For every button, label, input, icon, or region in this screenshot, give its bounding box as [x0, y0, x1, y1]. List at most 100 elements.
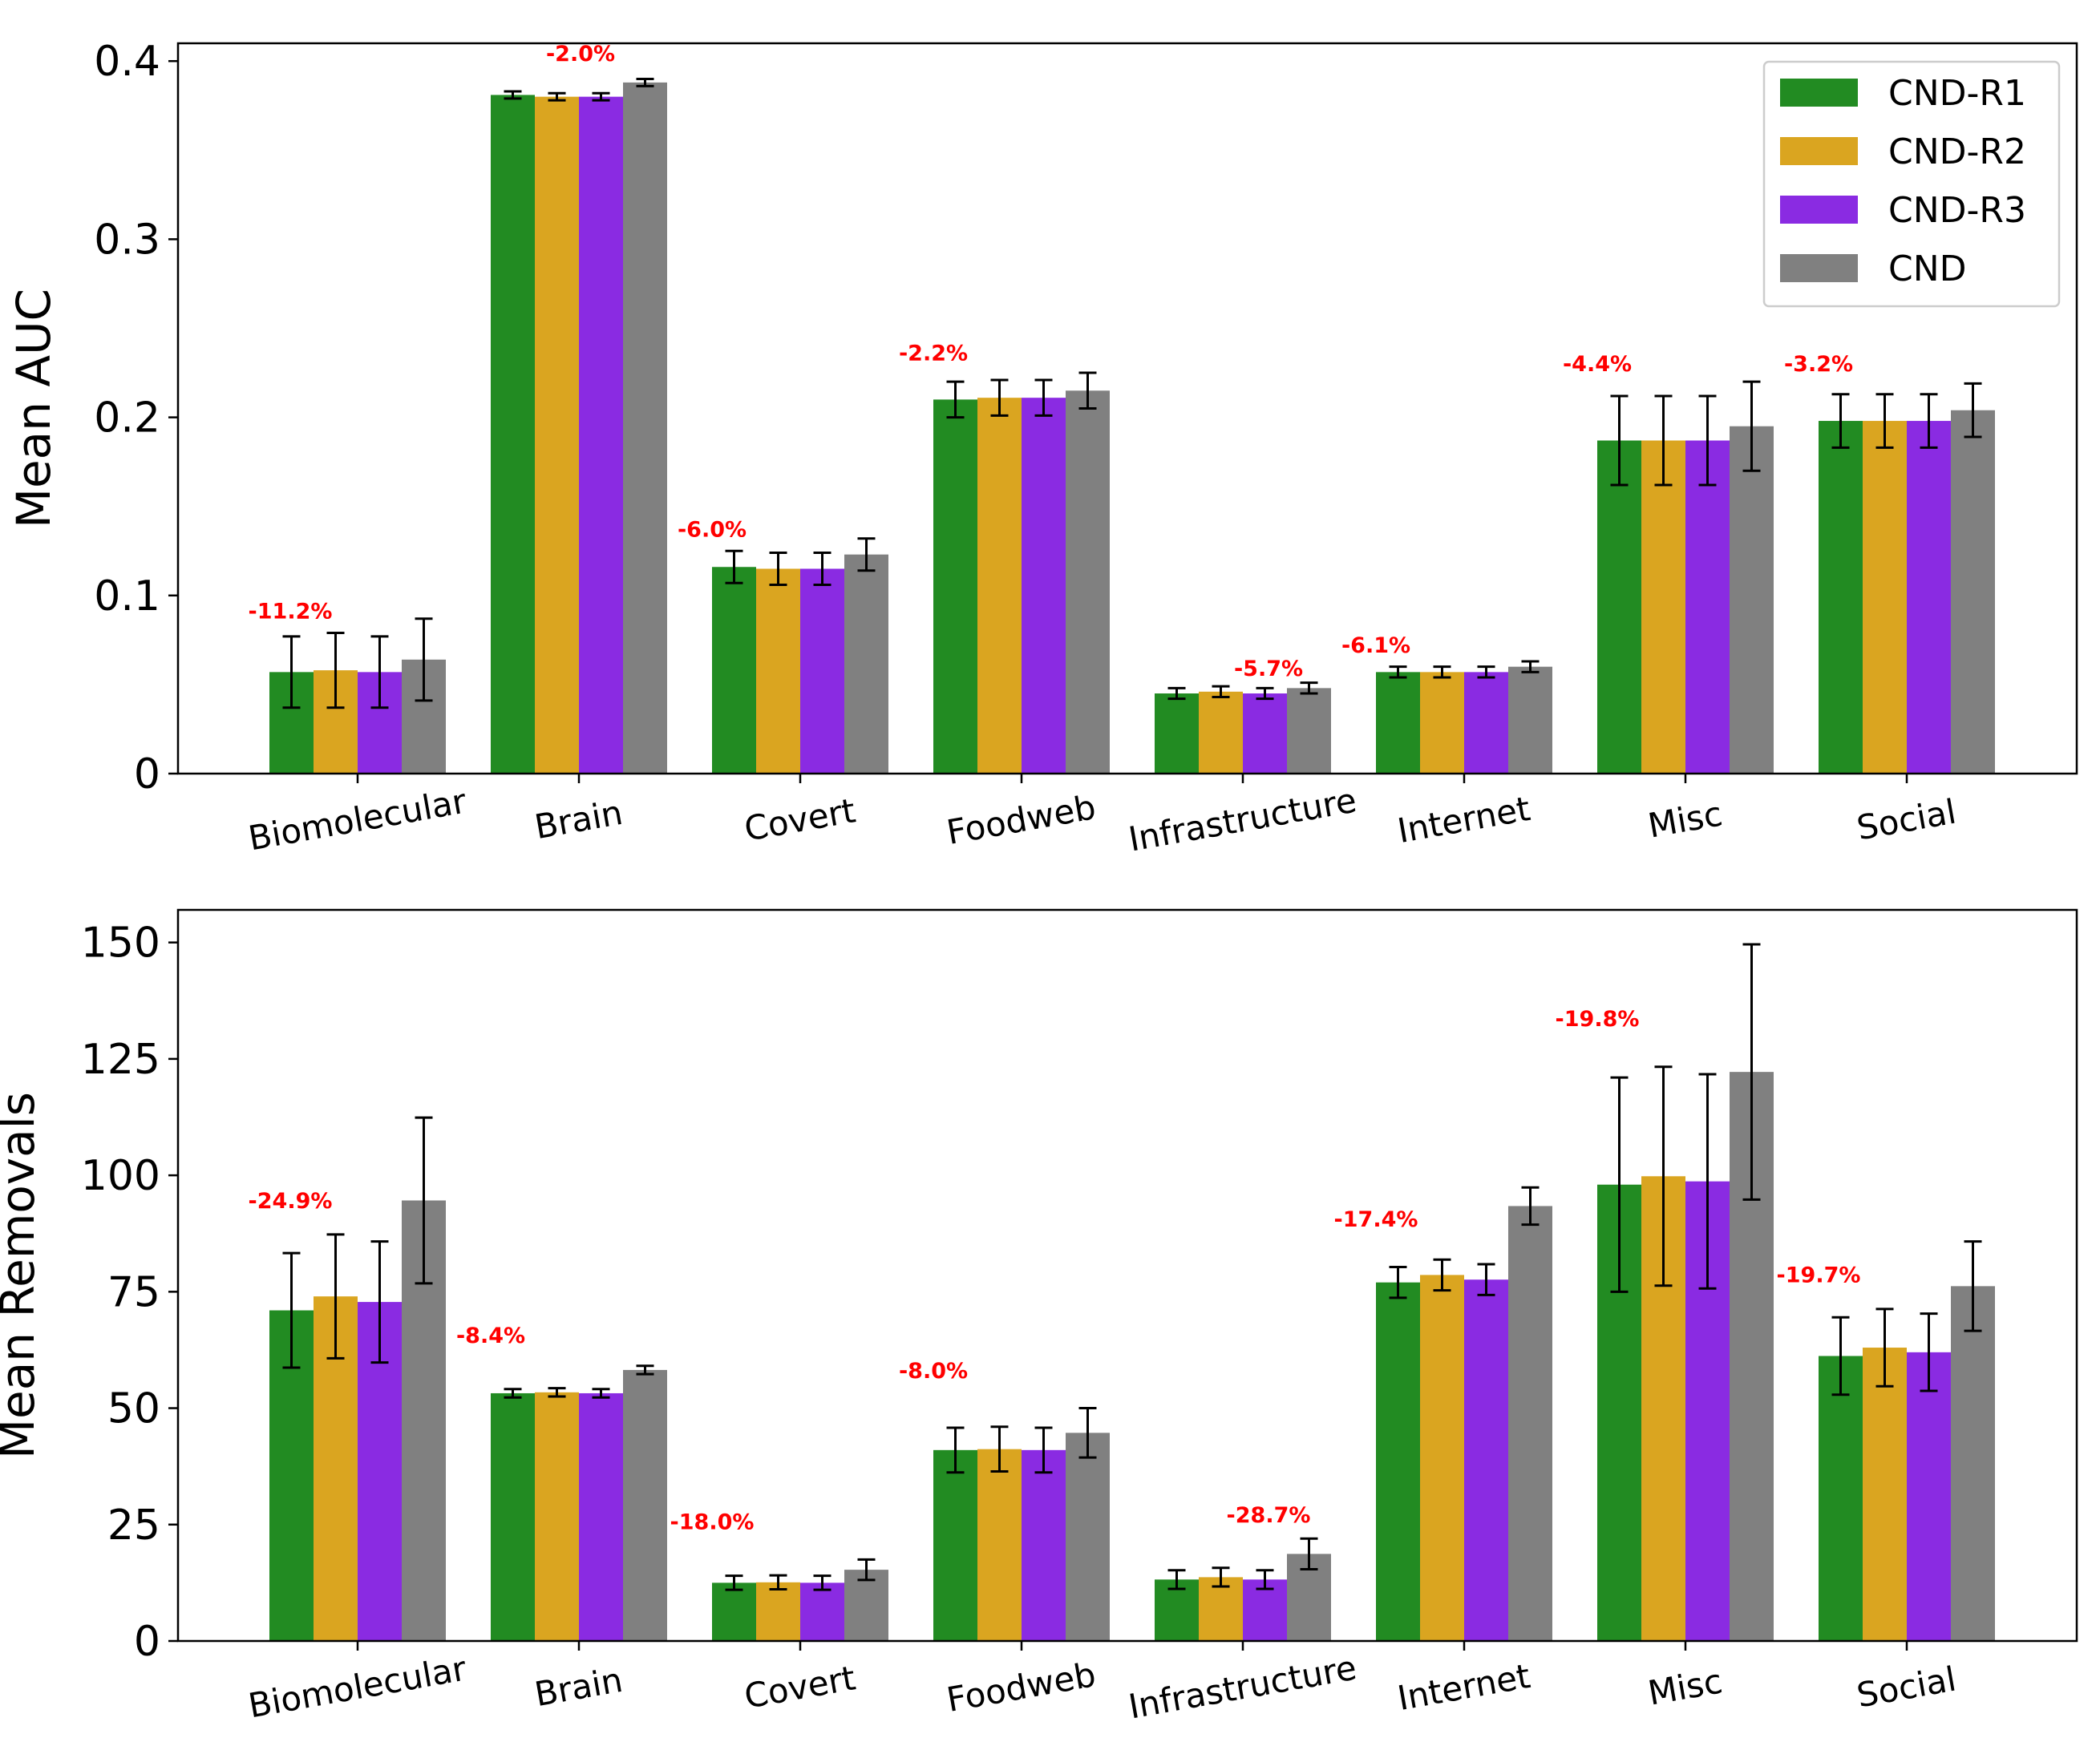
- x-tick-label-misc: Misc: [1645, 794, 1726, 845]
- y-tick-label: 100: [81, 1152, 160, 1200]
- error-bar-top-infrastructure-cnd-r1: [1167, 686, 1186, 701]
- error-bar-top-covert-cnd-r1: [725, 549, 743, 584]
- bar-bottom-brain-cnd: [623, 1369, 667, 1641]
- annotation-bottom-infrastructure: -28.7%: [1227, 1503, 1311, 1528]
- error-bar-bottom-brain-cnd-r2: [548, 1387, 566, 1398]
- bar-bottom-social-cnd: [1951, 1286, 1995, 1641]
- bar-bottom-covert-cnd-r3: [800, 1582, 844, 1641]
- y-tick-label: 0.4: [94, 38, 160, 86]
- error-bar-bottom-infrastructure-cnd: [1300, 1537, 1318, 1571]
- error-bar-top-social-cnd: [1964, 382, 1982, 439]
- error-bar-top-brain-cnd: [636, 77, 654, 87]
- bar-top-covert-cnd-r3: [800, 568, 844, 774]
- x-tick-label-internet: Internet: [1394, 1656, 1533, 1718]
- bar-bottom-foodweb-cnd: [1066, 1433, 1110, 1641]
- bar-top-misc-cnd: [1730, 426, 1774, 774]
- x-tick-label-misc: Misc: [1645, 1661, 1726, 1712]
- error-bar-bottom-covert-cnd-r1: [725, 1574, 743, 1591]
- bar-top-infrastructure-cnd-r2: [1199, 691, 1243, 774]
- bar-bottom-covert-cnd-r2: [756, 1582, 800, 1641]
- error-bar-bottom-foodweb-cnd-r2: [990, 1425, 1009, 1473]
- y-tick-label: 0.3: [94, 216, 160, 264]
- bar-top-foodweb-cnd-r2: [977, 398, 1022, 774]
- error-bar-top-covert-cnd: [857, 537, 876, 572]
- bar-top-infrastructure-cnd-r3: [1243, 693, 1287, 774]
- annotation-bottom-biomolecular: -24.9%: [249, 1189, 333, 1214]
- bar-top-foodweb-cnd-r1: [933, 399, 977, 774]
- error-bar-bottom-internet-cnd: [1521, 1186, 1540, 1227]
- error-bar-top-infrastructure-cnd-r3: [1256, 686, 1274, 701]
- annotation-bottom-social: -19.7%: [1777, 1263, 1861, 1288]
- plot-frame-top: [176, 42, 2078, 775]
- error-bar-top-foodweb-cnd-r3: [1034, 378, 1053, 417]
- error-bar-bottom-biomolecular-cnd: [415, 1116, 433, 1285]
- bar-bottom-social-cnd-r1: [1819, 1356, 1863, 1641]
- bar-top-covert-cnd-r2: [756, 568, 800, 774]
- bar-top-brain-cnd-r1: [491, 95, 535, 774]
- error-bar-bottom-brain-cnd: [636, 1364, 654, 1376]
- bar-bottom-covert-cnd-r1: [712, 1582, 756, 1641]
- bar-bottom-foodweb-cnd-r1: [933, 1449, 977, 1641]
- error-bar-bottom-foodweb-cnd-r3: [1034, 1426, 1053, 1474]
- bar-bottom-internet-cnd-r2: [1420, 1275, 1464, 1641]
- error-bar-bottom-biomolecular-cnd-r2: [326, 1233, 345, 1360]
- x-tick-label-biomolecular: Biomolecular: [245, 1648, 470, 1725]
- bar-top-covert-cnd: [844, 554, 888, 774]
- bar-top-foodweb-cnd: [1066, 390, 1110, 774]
- annotation-top-internet: -6.1%: [1341, 633, 1410, 658]
- legend-swatch-cnd-r1: [1780, 79, 1858, 107]
- error-bar-top-internet-cnd-r3: [1477, 665, 1495, 679]
- bar-bottom-brain-cnd-r1: [491, 1392, 535, 1641]
- annotation-top-infrastructure: -5.7%: [1234, 657, 1303, 681]
- bar-top-social-cnd-r1: [1819, 421, 1863, 774]
- error-bar-bottom-internet-cnd-r1: [1389, 1266, 1407, 1299]
- error-bar-top-social-cnd-r3: [1920, 393, 1938, 449]
- error-bar-top-internet-cnd-r2: [1433, 665, 1451, 679]
- bar-bottom-social-cnd-r2: [1863, 1348, 1907, 1641]
- x-tick-label-infrastructure: Infrastructure: [1126, 780, 1360, 859]
- error-bar-top-biomolecular-cnd-r3: [370, 635, 389, 709]
- bar-top-covert-cnd-r1: [712, 567, 756, 774]
- x-tick-label-infrastructure: Infrastructure: [1126, 1647, 1360, 1726]
- error-bar-bottom-misc-cnd: [1742, 943, 1761, 1201]
- error-bar-bottom-infrastructure-cnd-r3: [1256, 1569, 1274, 1590]
- y-tick-label: 125: [81, 1036, 160, 1084]
- error-bar-top-biomolecular-cnd-r1: [282, 635, 301, 709]
- error-bar-top-brain-cnd-r3: [592, 91, 610, 102]
- legend-frame: [1762, 60, 2061, 308]
- error-bar-top-brain-cnd-r1: [504, 90, 522, 100]
- annotation-top-brain: -2.0%: [546, 42, 615, 67]
- panel-top: -11.2% Biomolecular -2.0% Brain -6.0% Covert -…: [6, 38, 2078, 859]
- bar-top-misc-cnd-r2: [1641, 440, 1685, 774]
- y-tick-label: 25: [107, 1502, 160, 1550]
- bar-top-misc-cnd-r3: [1685, 440, 1730, 774]
- y-tick-label: 75: [107, 1268, 160, 1316]
- x-tick-label-foodweb: Foodweb: [944, 1655, 1099, 1720]
- error-bar-bottom-infrastructure-cnd-r1: [1167, 1569, 1186, 1590]
- error-bar-bottom-misc-cnd-r2: [1654, 1065, 1673, 1287]
- error-bar-bottom-social-cnd: [1964, 1240, 1982, 1332]
- bar-bottom-covert-cnd: [844, 1570, 888, 1641]
- error-bar-top-misc-cnd-r2: [1654, 394, 1673, 487]
- error-bar-bottom-misc-cnd-r1: [1610, 1076, 1629, 1293]
- bar-bottom-internet-cnd: [1508, 1206, 1552, 1641]
- x-tick-label-social: Social: [1854, 792, 1959, 848]
- panel-bottom: -24.9% Biomolecular -8.4% Brain -18.0% Covert…: [0, 908, 2078, 1727]
- error-bar-bottom-brain-cnd-r3: [592, 1388, 610, 1399]
- bar-bottom-social-cnd-r3: [1907, 1352, 1951, 1641]
- bar-bottom-internet-cnd-r3: [1464, 1279, 1508, 1641]
- error-bar-bottom-internet-cnd-r3: [1477, 1263, 1495, 1296]
- bar-top-social-cnd: [1951, 410, 1995, 774]
- annotation-bottom-misc: -19.8%: [1556, 1007, 1640, 1032]
- error-bar-bottom-covert-cnd-r2: [769, 1574, 787, 1591]
- error-bar-bottom-social-cnd-r2: [1875, 1308, 1894, 1388]
- bar-top-internet-cnd: [1508, 666, 1552, 774]
- error-bar-top-misc-cnd-r1: [1610, 394, 1629, 487]
- error-bar-bottom-biomolecular-cnd-r1: [282, 1251, 301, 1369]
- error-bar-bottom-foodweb-cnd-r1: [946, 1426, 965, 1474]
- error-bar-top-foodweb-cnd-r1: [946, 380, 965, 419]
- y-axis-title-top: Mean AUC: [6, 289, 61, 528]
- legend-swatch-cnd-r3: [1780, 196, 1858, 224]
- plot-frame-bottom: [176, 908, 2078, 1643]
